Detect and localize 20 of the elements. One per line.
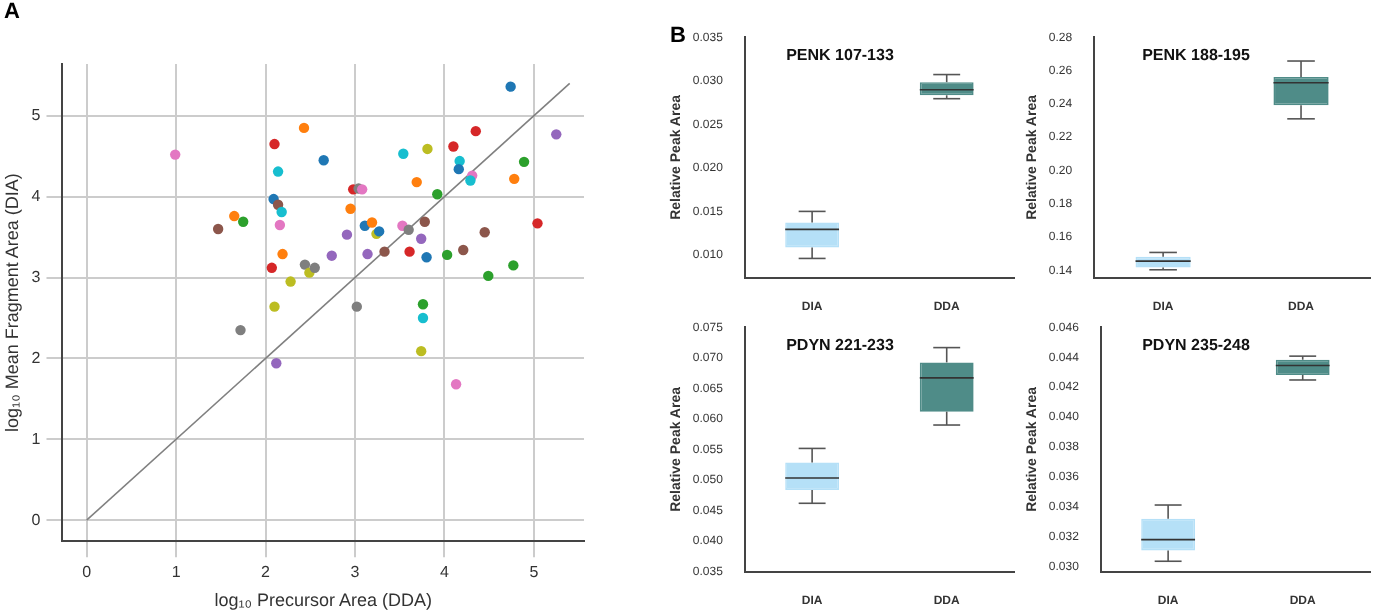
y-tick-label: 0 (31, 510, 42, 529)
y-tick-label: 3 (31, 267, 42, 286)
text: A (4, 0, 20, 24)
text: B (670, 24, 686, 48)
y-tick-label: 1 (31, 429, 42, 448)
x-tick-label: 2 (261, 563, 272, 582)
x-tick-label: 4 (440, 563, 450, 582)
x-axis-title: log₁₀ Precursor Area (DDA) (214, 590, 433, 611)
x-tick-label: 5 (529, 563, 540, 582)
text: PDYN 221-233 (786, 336, 895, 355)
y-axis-title: log₁₀ Mean Fragment Area (DIA) (1, 173, 22, 432)
y-tick-label: 2 (31, 348, 42, 367)
y-tick-label: 4 (31, 187, 42, 206)
text: PENK 107-133 (786, 46, 895, 65)
x-tick-label: 0 (82, 563, 93, 582)
x-tick-label: 3 (350, 563, 361, 582)
x-tick-label: 1 (171, 563, 182, 582)
text: PDYN 235-248 (1142, 336, 1251, 355)
y-tick-label: 5 (31, 106, 42, 125)
text: PENK 188-195 (1142, 46, 1251, 65)
